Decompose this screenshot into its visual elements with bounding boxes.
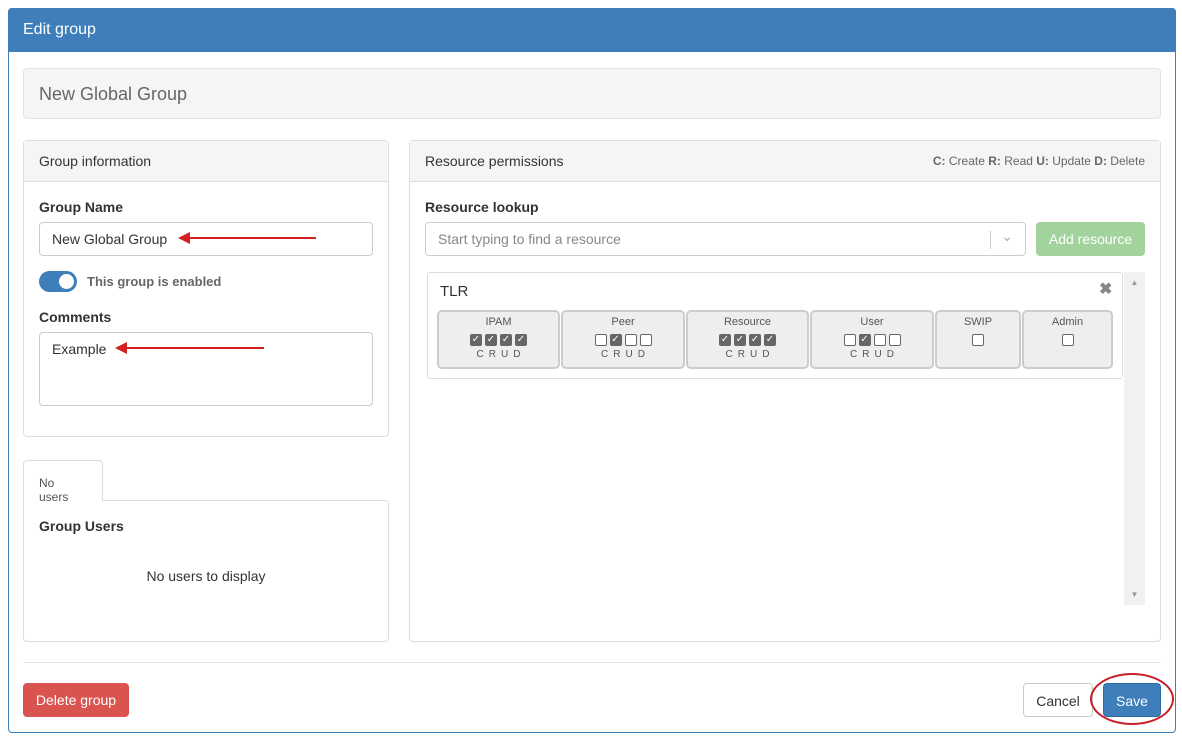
permission-checkbox[interactable] <box>873 334 886 346</box>
resource-lookup-select[interactable]: Start typing to find a resource ⌄ <box>425 222 1026 256</box>
permission-checkbox[interactable]: ✓ <box>470 334 482 346</box>
legend-value: Read <box>1000 154 1037 168</box>
checkbox-row: ✓ ✓ ✓ ✓ <box>439 334 558 347</box>
permission-checkbox[interactable] <box>843 334 856 346</box>
group-users-panel <box>23 500 389 642</box>
permission-checkbox[interactable]: ✓ <box>609 334 622 346</box>
legend-value: Update <box>1048 154 1095 168</box>
permission-group-user: User ✓ CRUD <box>810 310 934 369</box>
group-title: New Global Group <box>23 68 1161 119</box>
legend-key: U: <box>1036 154 1049 168</box>
checkbox-row <box>937 334 1019 347</box>
checkbox-row: ✓ ✓ ✓ ✓ <box>688 334 807 347</box>
permission-group-swip: SWIP <box>935 310 1021 369</box>
modal-title: Edit group <box>8 8 1176 52</box>
placeholder: Start typing to find a resource <box>438 231 621 247</box>
legend-value: Create <box>945 154 989 168</box>
panel-heading: Resource permissions C: Create R: Read U… <box>410 141 1160 182</box>
crud-letters: CRUD <box>601 349 650 360</box>
permission-checkbox[interactable]: ✓ <box>764 334 776 346</box>
scroll-up-icon[interactable]: ▲ <box>1130 278 1139 287</box>
annotation-arrow <box>115 342 264 354</box>
delete-group-button[interactable]: Delete group <box>23 683 129 717</box>
permission-checkbox[interactable] <box>1061 334 1074 346</box>
checkbox-row <box>1024 334 1111 347</box>
permission-group-admin: Admin <box>1022 310 1113 369</box>
permission-checkbox[interactable] <box>972 334 984 346</box>
permission-group-label: User <box>860 316 884 328</box>
legend-value: Delete <box>1106 154 1145 168</box>
permission-checkbox[interactable]: ✓ <box>719 334 731 346</box>
legend-key: R: <box>988 154 1001 168</box>
cancel-button[interactable]: Cancel <box>1023 683 1093 717</box>
annotation-arrow <box>178 232 316 244</box>
permission-checkbox[interactable]: ✓ <box>515 334 527 346</box>
resource-permissions-panel: Resource permissions C: Create R: Read U… <box>409 140 1161 642</box>
remove-resource-icon[interactable]: ✖ <box>1099 281 1113 298</box>
permission-checkbox[interactable] <box>624 334 637 346</box>
scrollbar[interactable]: ▲ ▼ <box>1124 272 1145 605</box>
footer-divider <box>23 662 1161 663</box>
permission-group-label: SWIP <box>963 316 993 328</box>
no-users-message: No users to display <box>146 568 266 584</box>
permission-group-label: IPAM <box>485 316 512 328</box>
crud-legend: C: Create R: Read U: Update D: Delete <box>933 154 1145 168</box>
crud-letters: CRUD <box>476 349 526 360</box>
resource-name: TLR <box>440 283 469 300</box>
add-resource-button[interactable]: Add resource <box>1036 222 1145 256</box>
permission-group-peer: Peer ✓ CRUD <box>561 310 685 369</box>
divider <box>990 231 991 249</box>
resource-card <box>427 272 1123 379</box>
legend-key: D: <box>1094 154 1107 168</box>
tab-no-users[interactable]: No users <box>23 460 103 504</box>
permission-checkbox[interactable] <box>639 334 652 346</box>
permission-checkbox[interactable] <box>888 334 901 346</box>
crud-letters: CRUD <box>850 349 899 360</box>
permission-checkbox[interactable]: ✓ <box>749 334 761 346</box>
panel-title: Resource permissions <box>425 153 564 169</box>
permission-checkbox[interactable]: ✓ <box>734 334 746 346</box>
legend-key: C: <box>932 154 946 168</box>
permission-checkbox[interactable]: ✓ <box>500 334 512 346</box>
enabled-toggle[interactable] <box>39 271 77 292</box>
permission-group-resource: Resource ✓ ✓ ✓ ✓ CRUD <box>686 310 809 369</box>
permission-group-label: Resource <box>723 316 772 328</box>
permission-checkbox[interactable]: ✓ <box>485 334 497 346</box>
panel-heading: Group information <box>24 141 388 182</box>
scroll-down-icon[interactable]: ▼ <box>1130 590 1139 599</box>
comments-label: Comments <box>39 309 112 325</box>
resource-lookup-label: Resource lookup <box>425 199 539 215</box>
checkbox-row: ✓ <box>563 334 683 347</box>
group-name-label: Group Name <box>39 199 124 215</box>
annotation-circle <box>1090 673 1174 725</box>
permission-group-label: Admin <box>1051 316 1084 328</box>
comments-textarea[interactable]: Example <box>39 332 373 406</box>
permission-group-label: Peer <box>611 316 635 328</box>
group-name-input[interactable]: New Global Group <box>39 222 373 256</box>
crud-letters: CRUD <box>725 349 775 360</box>
checkbox-row: ✓ <box>812 334 932 347</box>
group-users-heading: Group Users <box>39 518 124 534</box>
permission-checkbox[interactable]: ✓ <box>858 334 871 346</box>
permission-checkbox[interactable] <box>594 334 607 346</box>
permission-group-ipam: IPAM ✓ ✓ ✓ ✓ CRUD <box>437 310 560 369</box>
enabled-label: This group is enabled <box>87 274 222 289</box>
chevron-down-icon[interactable]: ⌄ <box>1001 228 1013 244</box>
